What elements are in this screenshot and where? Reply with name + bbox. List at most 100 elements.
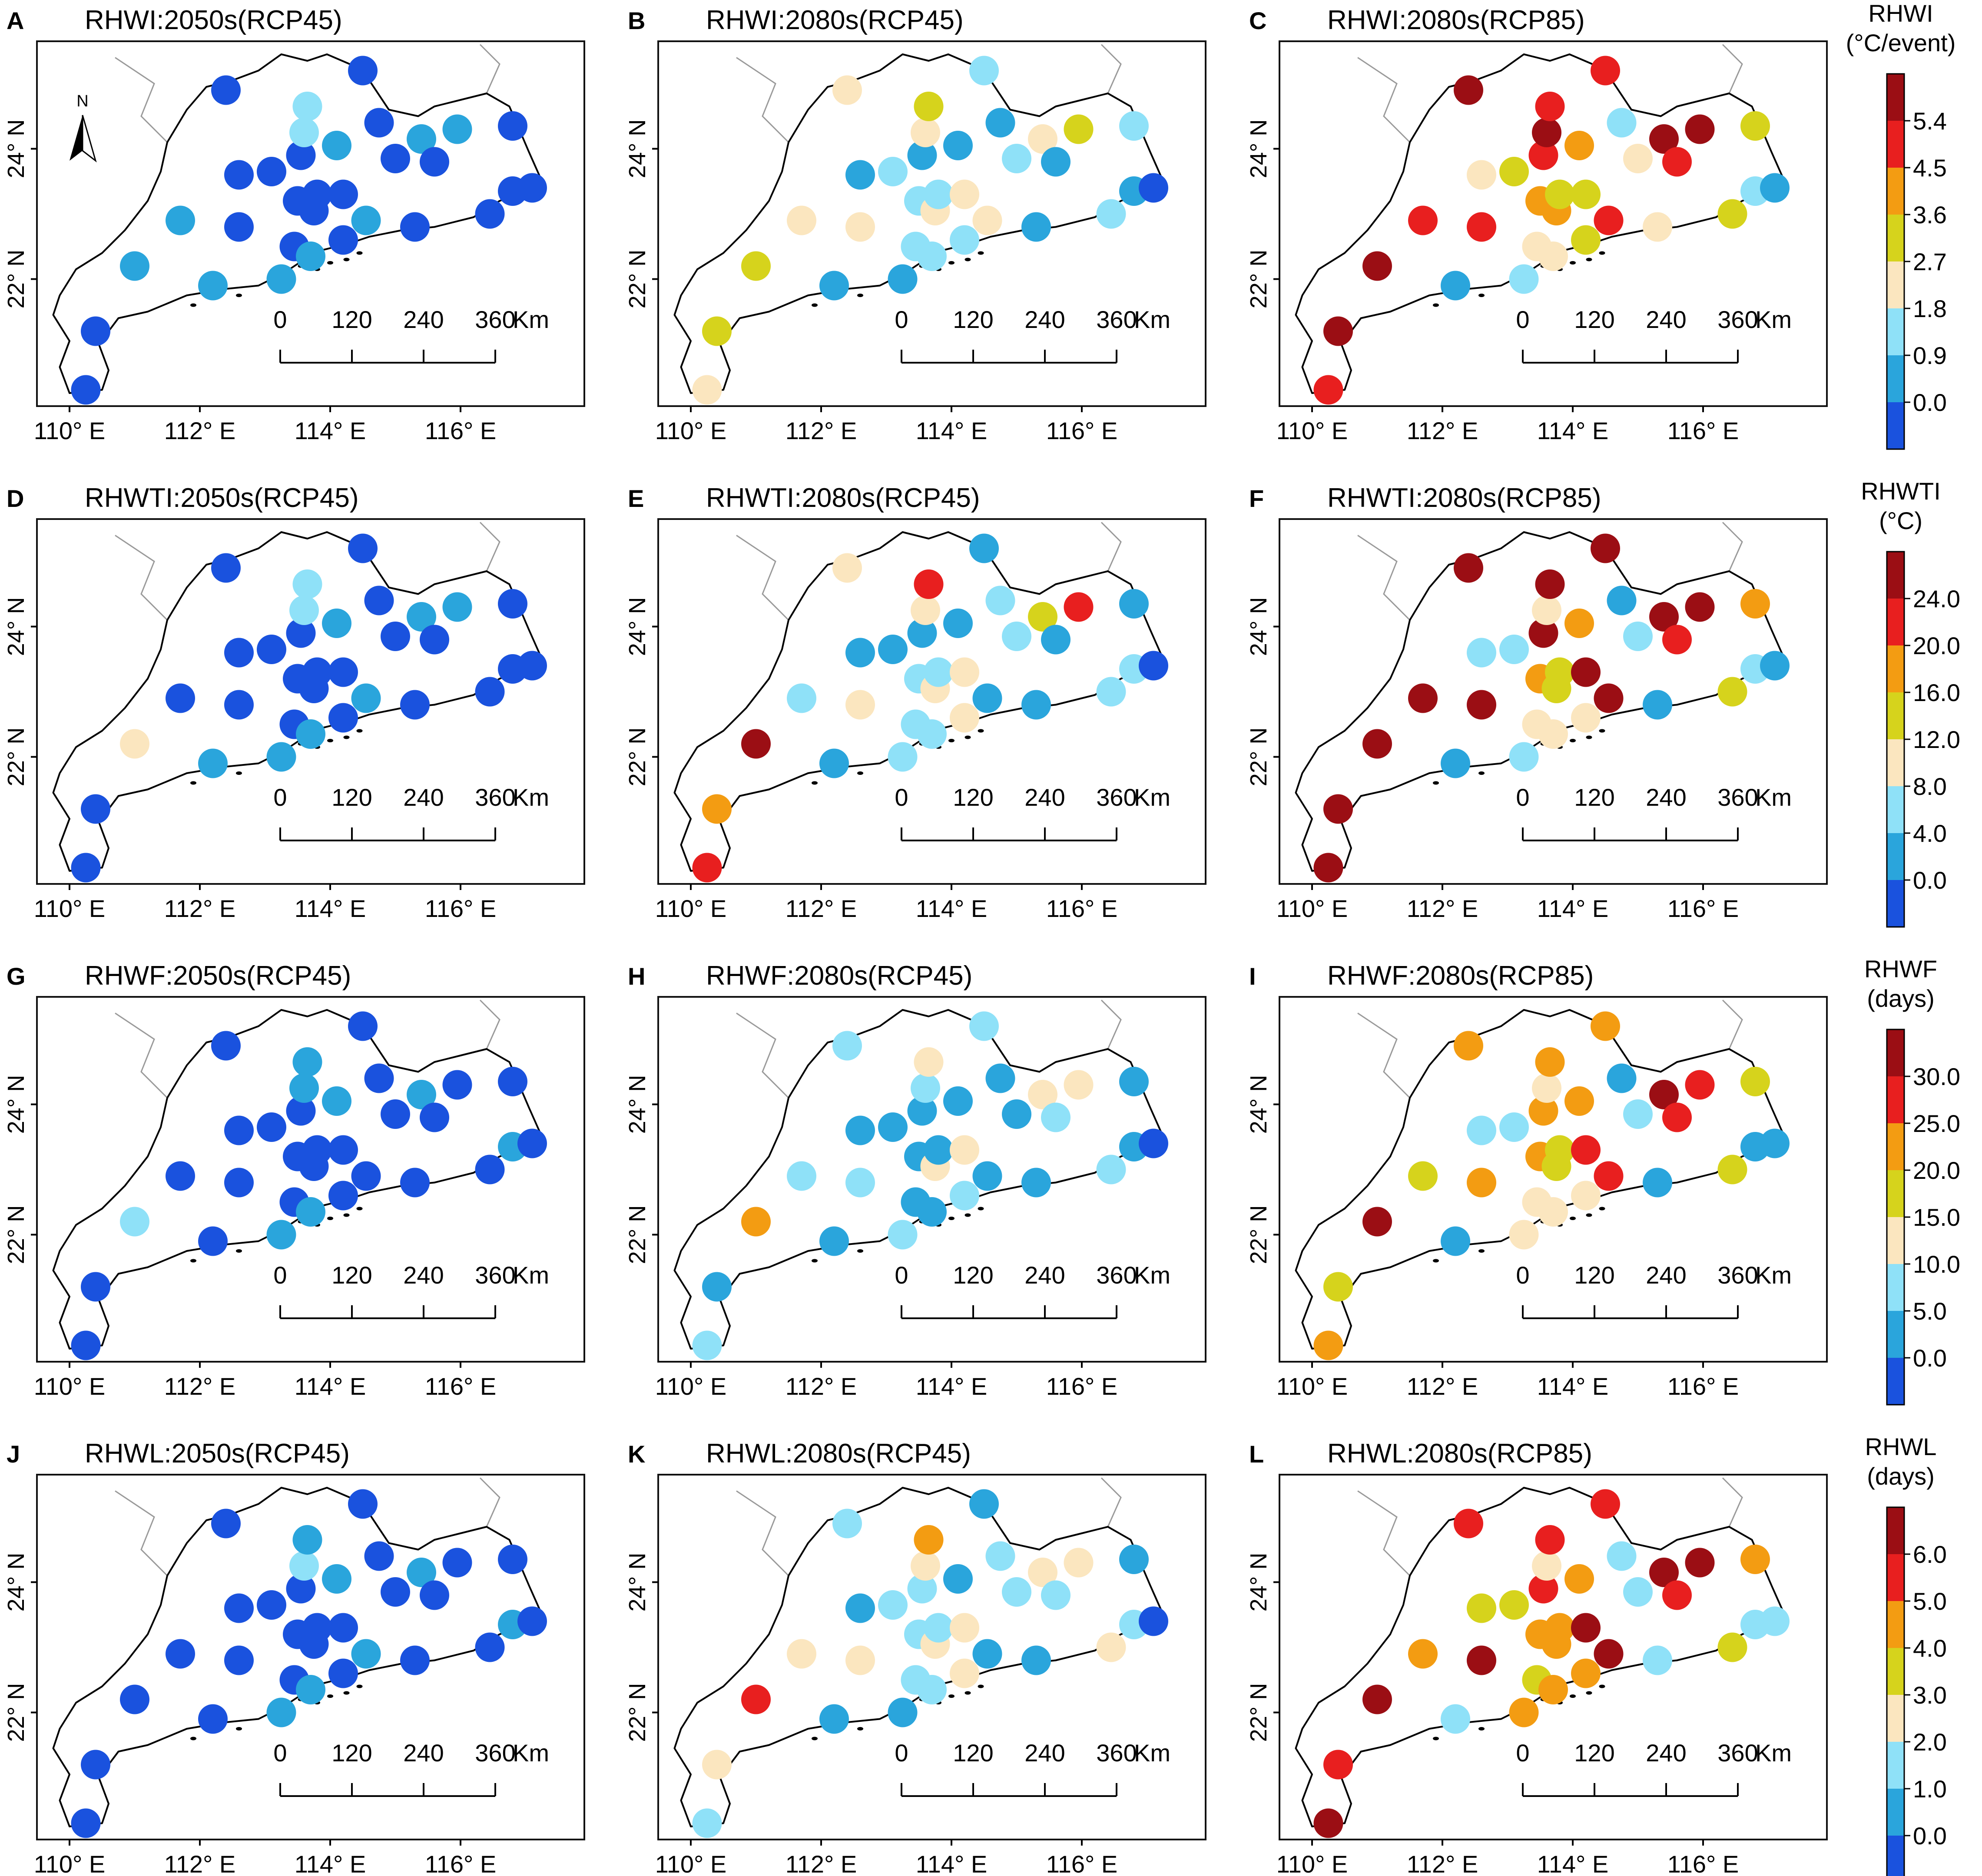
station-marker <box>166 1639 195 1669</box>
station-marker <box>420 1102 449 1132</box>
station-marker <box>1607 108 1637 138</box>
legend-swatch <box>1887 1170 1904 1217</box>
station-marker <box>1760 1606 1790 1636</box>
station-marker <box>1323 794 1353 824</box>
neighbor-boundary <box>115 1490 168 1576</box>
station-marker <box>1717 1155 1747 1184</box>
station-marker <box>917 719 947 749</box>
station-marker <box>917 1197 947 1227</box>
station-marker <box>1467 160 1496 190</box>
lon-tick-label: 112° E <box>164 895 236 922</box>
scale-bar-label: 120 <box>1574 306 1614 333</box>
station-marker <box>1021 1645 1051 1675</box>
lon-tick-label: 116° E <box>1667 417 1739 444</box>
station-marker <box>692 1330 722 1360</box>
island <box>1599 1207 1605 1211</box>
station-marker <box>1545 657 1574 687</box>
station-marker <box>1532 1551 1561 1581</box>
station-marker <box>1528 1574 1558 1604</box>
island <box>236 771 242 775</box>
island <box>1433 1259 1439 1263</box>
scale-bar-label: 0 <box>1516 306 1529 333</box>
station-marker <box>120 1207 149 1237</box>
station-marker <box>1685 114 1715 144</box>
island <box>356 1207 363 1211</box>
station-marker <box>328 179 358 209</box>
station-marker <box>400 690 430 720</box>
legend-title: RHWTI <box>1861 477 1941 505</box>
island <box>1599 1684 1605 1688</box>
lat-tick-label: 22° N <box>1246 1683 1272 1742</box>
station-marker <box>198 1704 228 1734</box>
scale-bar-unit: Km <box>1134 784 1170 811</box>
station-marker <box>1139 173 1168 203</box>
island <box>343 258 350 261</box>
station-marker <box>985 1063 1015 1093</box>
legend-swatch <box>1887 1836 1904 1876</box>
neighbor-boundary <box>479 44 500 94</box>
station-marker <box>914 1525 944 1555</box>
lon-tick-label: 114° E <box>916 895 988 922</box>
station-marker <box>692 1808 722 1838</box>
station-marker <box>911 1073 940 1103</box>
station-marker <box>917 1675 947 1704</box>
island <box>356 251 363 255</box>
legend-swatch <box>1887 1358 1904 1405</box>
station-marker <box>1760 173 1790 203</box>
station-marker <box>81 316 110 346</box>
lat-tick-label: 24° N <box>624 1075 650 1134</box>
station-marker <box>914 569 944 599</box>
station-marker <box>1662 1102 1692 1132</box>
station-marker <box>1717 199 1747 229</box>
panel-title: RHWL:2080s(RCP85) <box>1327 1439 1592 1469</box>
station-marker <box>400 212 430 242</box>
station-marker <box>224 1645 254 1675</box>
station-marker <box>198 748 228 778</box>
station-marker <box>1323 316 1353 346</box>
station-marker <box>1119 111 1149 141</box>
station-marker <box>266 1697 296 1727</box>
island <box>978 1207 984 1211</box>
station-marker <box>364 108 394 138</box>
station-marker <box>1623 1577 1653 1607</box>
station-marker <box>1717 1632 1747 1662</box>
legend-unit: (days) <box>1867 985 1935 1012</box>
station-marker <box>1362 251 1392 281</box>
station-marker <box>351 205 381 235</box>
scale-bar-label: 120 <box>953 1261 993 1289</box>
station-marker <box>1139 651 1168 681</box>
island <box>948 1694 955 1698</box>
station-marker <box>819 271 849 301</box>
lon-tick-label: 116° E <box>425 895 497 922</box>
legend-title: RHWL <box>1865 1433 1937 1460</box>
station-marker <box>286 140 316 170</box>
island <box>978 729 984 733</box>
station-marker <box>741 1684 771 1714</box>
station-marker <box>819 1226 849 1256</box>
scale-bar-label: 0 <box>273 784 287 811</box>
station-marker <box>950 1613 979 1643</box>
scale-bar-label: 120 <box>331 1739 372 1767</box>
island <box>857 771 863 775</box>
lat-tick-label: 22° N <box>3 1205 29 1264</box>
station-marker <box>907 140 937 170</box>
scale-bar-label: 240 <box>1024 1261 1065 1289</box>
station-marker <box>692 853 722 883</box>
station-marker <box>924 657 953 687</box>
station-marker <box>81 794 110 824</box>
station-marker <box>1571 179 1601 209</box>
lon-tick-label: 114° E <box>916 1373 988 1400</box>
station-marker <box>907 1096 937 1126</box>
station-marker <box>1041 1102 1071 1132</box>
legend-swatch <box>1887 1601 1904 1648</box>
station-marker <box>1538 242 1568 271</box>
panel-letter: E <box>628 485 644 512</box>
legend-swatch <box>1887 599 1904 645</box>
legend-swatch <box>1887 74 1904 121</box>
island <box>1570 739 1576 742</box>
station-marker <box>322 1086 351 1116</box>
station-marker <box>1662 1580 1692 1610</box>
station-marker <box>407 602 436 632</box>
station-marker <box>911 118 940 147</box>
legend-swatch <box>1887 168 1904 215</box>
